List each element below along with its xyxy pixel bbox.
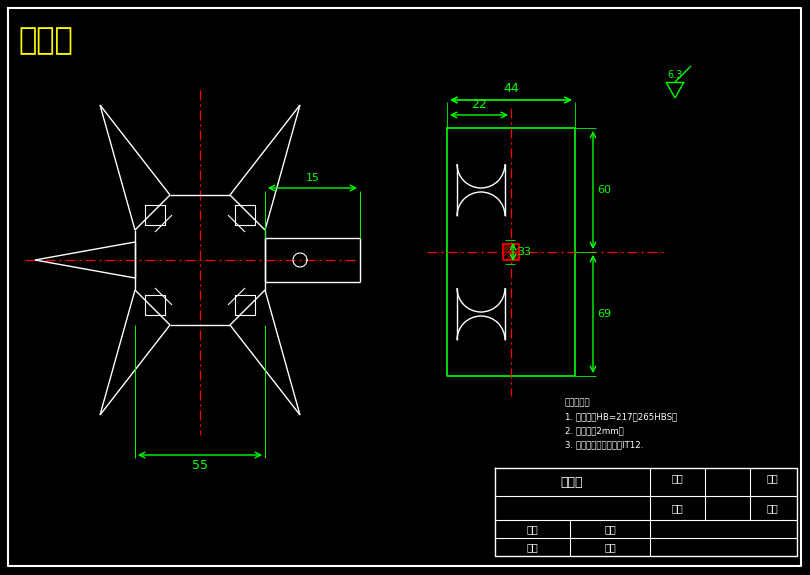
- Text: 比例: 比例: [671, 473, 683, 483]
- Text: 破袋刀: 破袋刀: [561, 476, 583, 489]
- Text: 日期: 日期: [766, 473, 778, 483]
- Text: 签题: 签题: [604, 524, 616, 534]
- Text: 2. 圆角半径2mm；: 2. 圆角半径2mm；: [565, 426, 624, 435]
- Text: 材料: 材料: [671, 503, 683, 513]
- Text: 15: 15: [305, 173, 319, 183]
- Text: 成绩: 成绩: [766, 503, 778, 513]
- Text: 33: 33: [517, 247, 531, 257]
- Text: 技术要求：: 技术要求：: [565, 398, 590, 407]
- Text: 姓名: 姓名: [526, 524, 538, 534]
- Text: 60: 60: [597, 185, 611, 195]
- Text: 55: 55: [192, 459, 208, 472]
- Text: 44: 44: [503, 82, 519, 95]
- Text: 破袋刀: 破袋刀: [18, 26, 73, 55]
- Text: 审核: 审核: [526, 542, 538, 552]
- Text: 学号: 学号: [604, 542, 616, 552]
- Text: 22: 22: [471, 98, 487, 111]
- Text: 3. 未注尺寸偏差外精度IT12.: 3. 未注尺寸偏差外精度IT12.: [565, 440, 643, 449]
- Text: 69: 69: [597, 309, 611, 319]
- Text: 1. 调质处理HB=217－265HBS；: 1. 调质处理HB=217－265HBS；: [565, 412, 677, 421]
- Text: 6.3: 6.3: [667, 70, 682, 80]
